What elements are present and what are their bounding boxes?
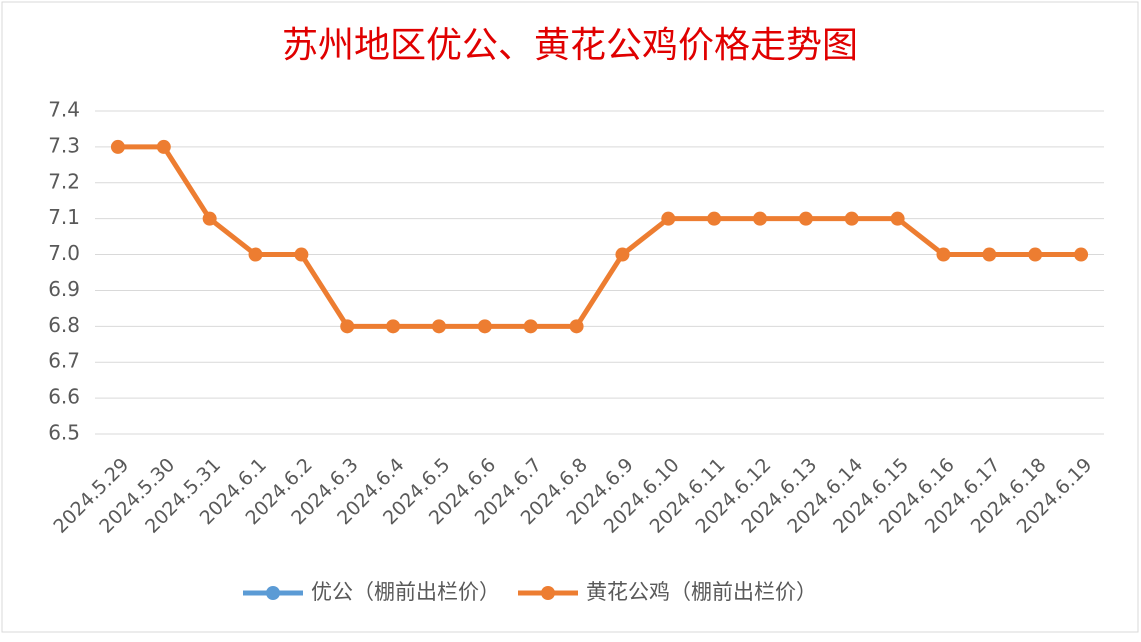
data-point xyxy=(661,211,676,226)
data-point xyxy=(431,319,446,334)
chart-title: 苏州地区优公、黄花公鸡价格走势图 xyxy=(282,25,858,66)
data-point xyxy=(753,211,768,226)
y-tick-label: 6.8 xyxy=(48,313,80,337)
y-tick-label: 6.9 xyxy=(48,277,80,301)
data-point xyxy=(1028,247,1043,262)
legend-marker xyxy=(541,586,555,600)
data-point xyxy=(156,139,171,154)
y-tick-label: 6.6 xyxy=(48,385,80,409)
data-point xyxy=(523,319,538,334)
data-point xyxy=(890,211,905,226)
data-point xyxy=(386,319,401,334)
data-point xyxy=(982,247,997,262)
data-point xyxy=(844,211,859,226)
y-tick-label: 7.2 xyxy=(48,169,80,193)
data-point xyxy=(248,247,263,262)
y-tick-label: 7.1 xyxy=(48,205,80,229)
y-tick-label: 7.0 xyxy=(48,241,80,265)
data-point xyxy=(110,139,125,154)
legend-label: 优公（棚前出栏价） xyxy=(311,580,500,604)
data-point xyxy=(798,211,813,226)
y-tick-label: 7.3 xyxy=(48,133,80,157)
y-tick-label: 7.4 xyxy=(48,98,80,122)
data-point xyxy=(707,211,722,226)
data-point xyxy=(569,319,584,334)
series-line xyxy=(117,144,1082,329)
y-tick-label: 6.7 xyxy=(48,349,80,373)
legend-label: 黄花公鸡（棚前出栏价） xyxy=(586,580,817,604)
data-point xyxy=(477,319,492,334)
data-point xyxy=(615,247,630,262)
data-point xyxy=(202,211,217,226)
data-point xyxy=(294,247,309,262)
data-point xyxy=(936,247,951,262)
legend-marker xyxy=(266,586,280,600)
data-point xyxy=(1074,247,1089,262)
data-point xyxy=(340,319,355,334)
y-tick-label: 6.5 xyxy=(48,421,80,445)
